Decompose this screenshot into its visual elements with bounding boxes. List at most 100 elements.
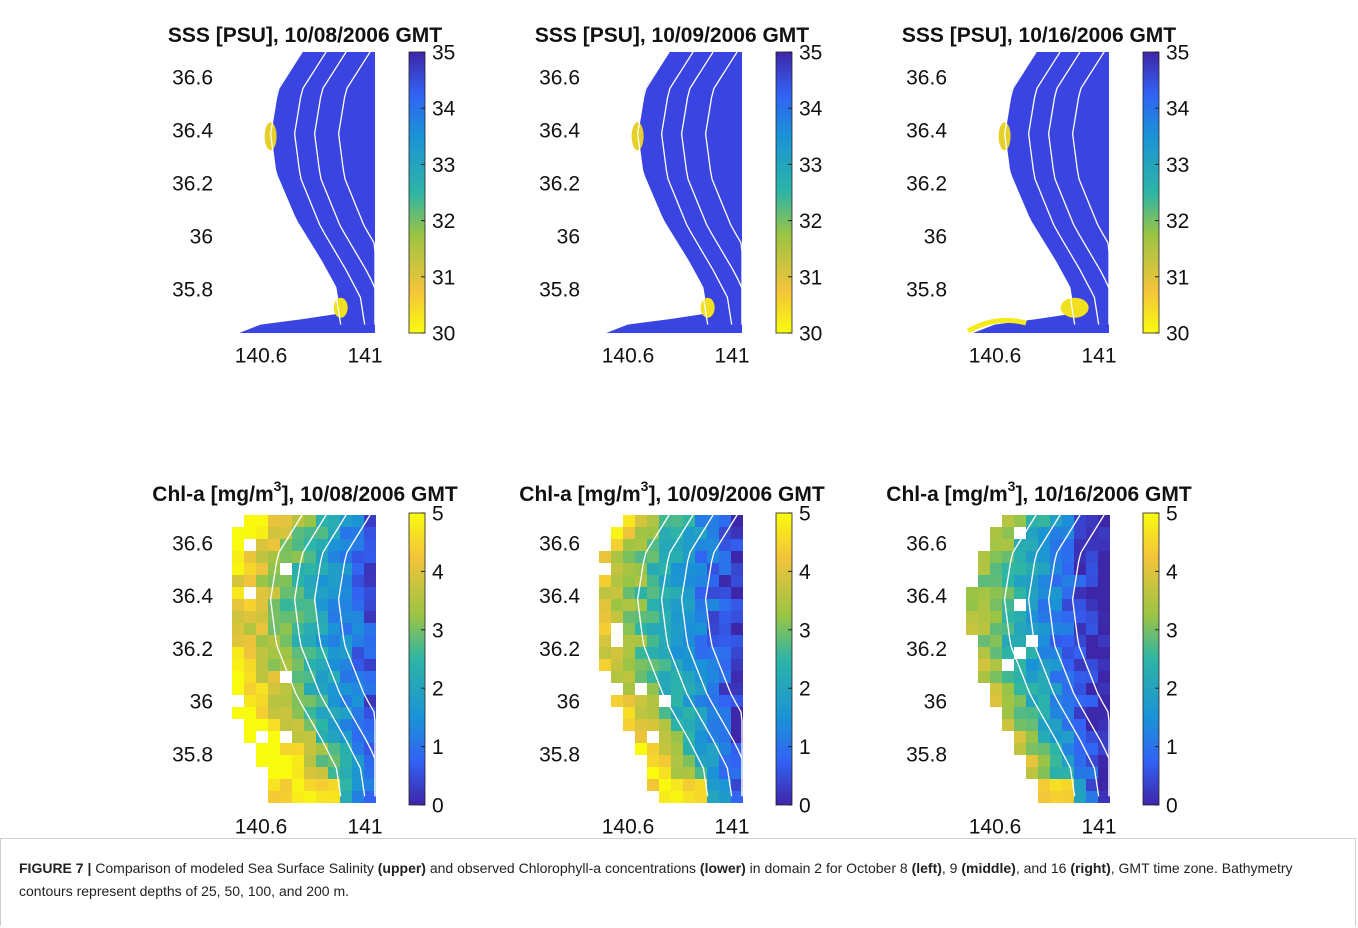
figure: SSS [PSU], 10/08/2006 GMT 36.6 36.4 36.2 36 3… <box>152 24 1192 838</box>
chlorophyll-cell <box>1098 599 1110 611</box>
chlorophyll-cell <box>659 719 671 731</box>
chlorophyll-cell <box>304 743 316 755</box>
bathymetry-contour <box>313 514 376 797</box>
chlorophyll-cell <box>244 659 256 671</box>
chlorophyll-cell <box>328 623 340 635</box>
chlorophyll-cell <box>719 647 731 659</box>
chlorophyll-cell <box>304 575 316 587</box>
chlorophyll-cell <box>623 527 635 539</box>
caption: FIGURE 7 | Comparison of modeled Sea Sur… <box>0 838 1356 926</box>
y-tick-label: 35.8 <box>906 743 947 766</box>
colorbar-tick-label: 35 <box>1166 42 1189 65</box>
y-tick-label: 35.8 <box>172 743 213 766</box>
panel: SSS [PSU], 10/16/2006 GMT 36.6 36.4 36.2 36 3… <box>902 24 1190 368</box>
chlorophyll-cell <box>683 719 695 731</box>
chlorophyll-cell <box>611 695 623 707</box>
chlorophyll-cell <box>1050 659 1062 671</box>
chlorophyll-cell <box>635 731 647 743</box>
chlorophyll-cell <box>647 599 659 611</box>
chlorophyll-cell <box>659 563 671 575</box>
chlorophyll-cell <box>611 587 623 599</box>
chlorophyll-cell <box>304 779 316 791</box>
chlorophyll-cell <box>659 599 671 611</box>
chlorophyll-cell <box>1002 515 1014 527</box>
chlorophyll-cell <box>623 575 635 587</box>
superscript: 3 <box>274 478 282 494</box>
y-tick-label: 36.6 <box>539 533 580 556</box>
chlorophyll-cell <box>1014 515 1026 527</box>
y-tick-label: 36 <box>557 226 580 249</box>
chlorophyll-cell <box>647 587 659 599</box>
chlorophyll-cell <box>731 527 743 539</box>
chlorophyll-cell <box>340 683 352 695</box>
chlorophyll-cell <box>280 707 292 719</box>
chlorophyll-cell <box>1026 611 1038 623</box>
chlorophyll-cell <box>1074 527 1086 539</box>
chlorophyll-cell <box>1014 743 1026 755</box>
chlorophyll-cell <box>659 539 671 551</box>
chlorophyll-cell <box>1038 635 1050 647</box>
chlorophyll-cell <box>256 527 268 539</box>
chlorophyll-cell <box>647 671 659 683</box>
chlorophyll-cell <box>719 551 731 563</box>
chlorophyll-cell <box>671 743 683 755</box>
chlorophyll-cell <box>707 611 719 623</box>
chlorophyll-cell <box>1098 755 1110 767</box>
chlorophyll-cell <box>364 695 376 707</box>
chlorophyll-cell <box>1074 587 1086 599</box>
chlorophyll-cell <box>623 611 635 623</box>
chlorophyll-cell <box>340 575 352 587</box>
panel: Chl-a [mg/m3], 10/16/2006 GMT36.636.436.… <box>886 478 1192 838</box>
chlorophyll-cell <box>364 515 376 527</box>
chlorophyll-cell <box>966 587 978 599</box>
chlorophyll-cell <box>1002 611 1014 623</box>
colorbar-tick-label: 32 <box>1166 210 1189 233</box>
chlorophyll-cell <box>340 755 352 767</box>
chlorophyll-cell <box>719 575 731 587</box>
chlorophyll-cell <box>683 767 695 779</box>
chlorophyll-cell <box>599 575 611 587</box>
chlorophyll-cell <box>695 515 707 527</box>
chlorophyll-cell <box>599 623 611 635</box>
chlorophyll-cell <box>695 635 707 647</box>
colorbar-tick-label: 30 <box>432 323 455 346</box>
chlorophyll-cell <box>1002 719 1014 731</box>
chlorophyll-cell <box>340 539 352 551</box>
chlorophyll-cell <box>1098 611 1110 623</box>
chlorophyll-cell <box>256 671 268 683</box>
chlorophyll-cell <box>1086 635 1098 647</box>
chlorophyll-cell <box>232 671 244 683</box>
chlorophyll-cell <box>1014 683 1026 695</box>
chlorophyll-cell <box>647 647 659 659</box>
chlorophyll-cell <box>1074 755 1086 767</box>
chlorophyll-cell <box>683 611 695 623</box>
chlorophyll-cell <box>292 779 304 791</box>
chlorophyll-cell <box>671 719 683 731</box>
chlorophyll-cell <box>635 671 647 683</box>
chlorophyll-cell <box>1026 743 1038 755</box>
chlorophyll-cell <box>731 575 743 587</box>
chlorophyll-cell <box>1038 683 1050 695</box>
chlorophyll-cell <box>978 647 990 659</box>
chlorophyll-cell <box>340 515 352 527</box>
chlorophyll-cell <box>364 527 376 539</box>
chlorophyll-cell <box>268 635 280 647</box>
panel-title: SSS [PSU], 10/08/2006 GMT <box>168 24 442 47</box>
chlorophyll-cell <box>695 539 707 551</box>
chlorophyll-cell <box>268 527 280 539</box>
chlorophyll-cell <box>611 671 623 683</box>
chlorophyll-cell <box>719 779 731 791</box>
chlorophyll-cell <box>707 683 719 695</box>
chlorophyll-cell <box>1062 599 1074 611</box>
y-tick-label: 36.2 <box>906 638 947 661</box>
chlorophyll-cell <box>719 539 731 551</box>
chlorophyll-cell <box>731 611 743 623</box>
chlorophyll-cell <box>659 743 671 755</box>
chlorophyll-cell <box>731 563 743 575</box>
colorbar-tick-label: 31 <box>1166 266 1189 289</box>
chlorophyll-cell <box>695 599 707 611</box>
chlorophyll-cell <box>1038 779 1050 791</box>
chlorophyll-cell <box>707 695 719 707</box>
chlorophyll-cell <box>328 731 340 743</box>
chlorophyll-cell <box>304 671 316 683</box>
